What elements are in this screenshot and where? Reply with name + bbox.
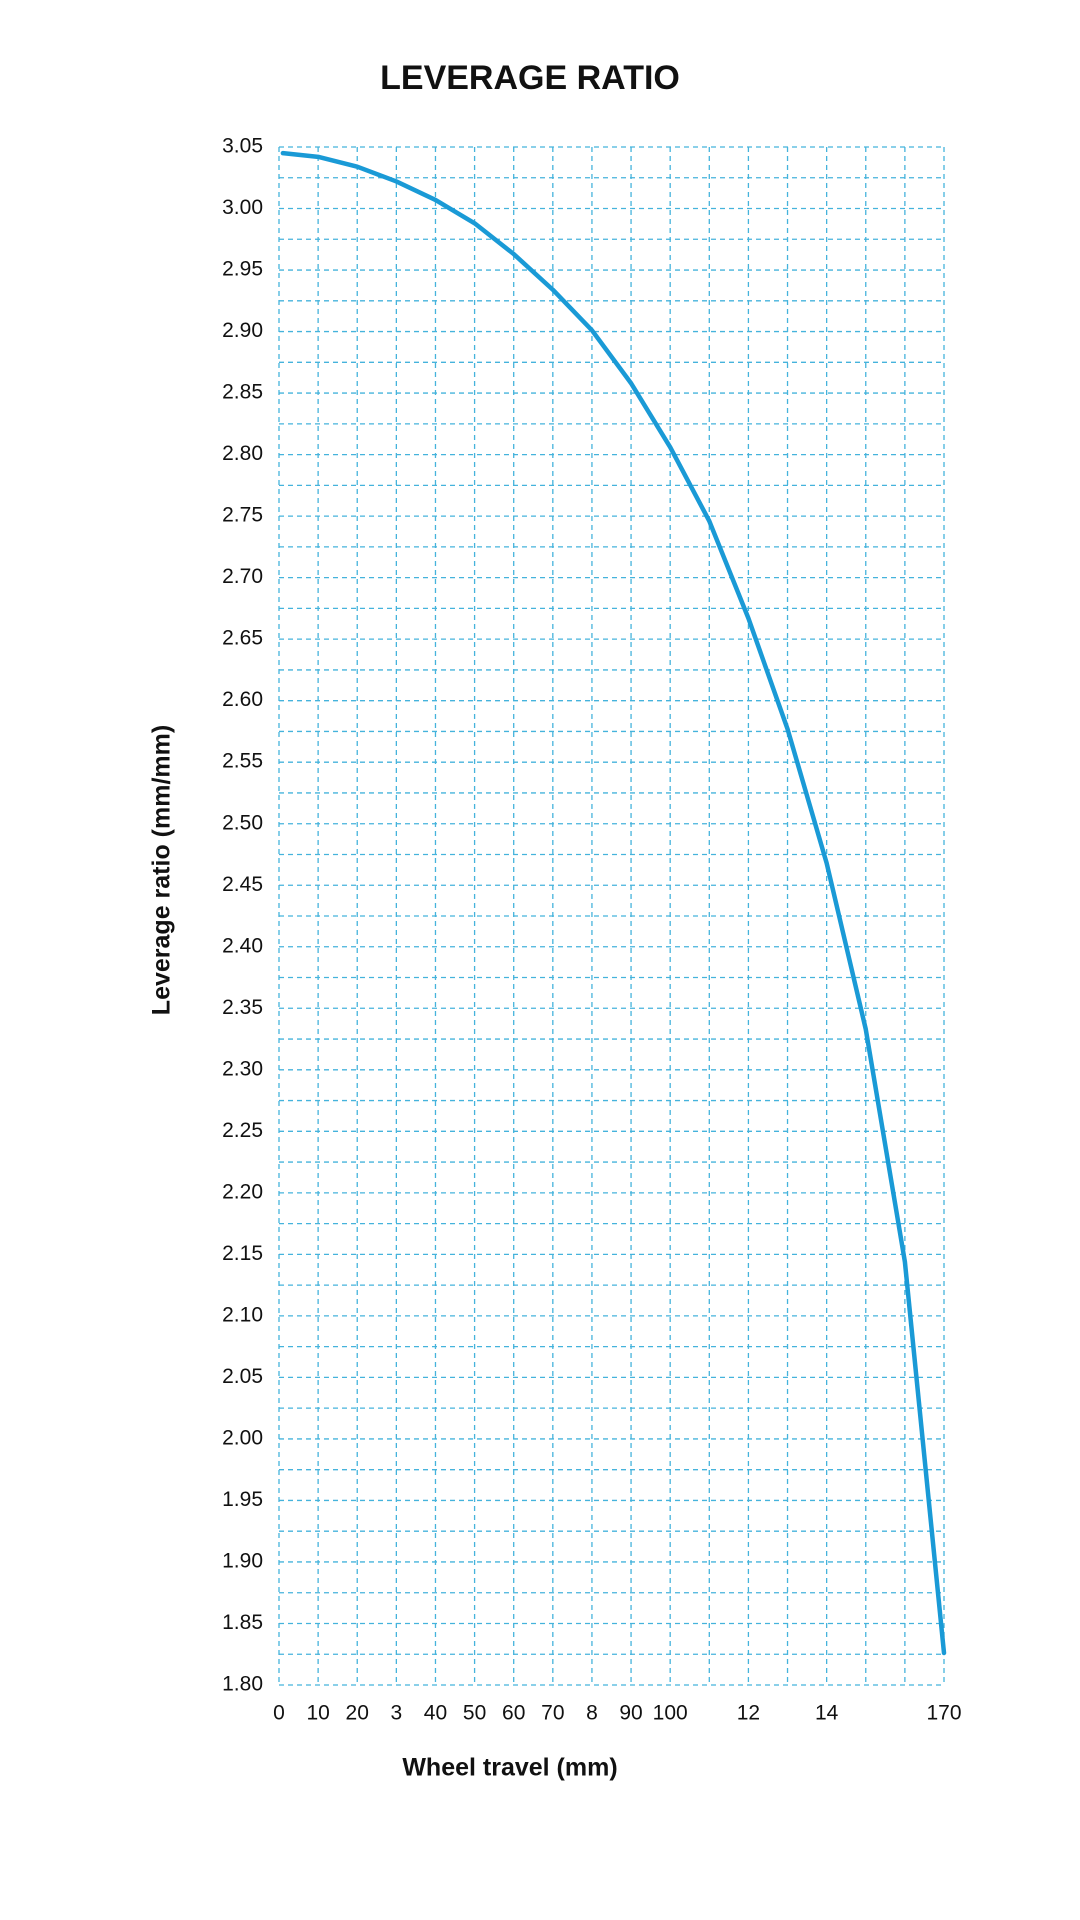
y-tick-label: 2.15 bbox=[222, 1242, 263, 1265]
x-tick-label: 100 bbox=[653, 1702, 688, 1725]
x-tick-label: 12 bbox=[737, 1702, 760, 1725]
y-tick-label: 2.45 bbox=[222, 873, 263, 896]
y-tick-label: 2.10 bbox=[222, 1303, 263, 1326]
y-tick-label: 2.30 bbox=[222, 1057, 263, 1080]
x-tick-label: 90 bbox=[619, 1702, 642, 1725]
y-tick-label: 2.70 bbox=[222, 565, 263, 588]
x-tick-label: 8 bbox=[586, 1702, 598, 1725]
x-tick-label: 20 bbox=[346, 1702, 369, 1725]
y-tick-label: 1.80 bbox=[222, 1673, 263, 1696]
y-tick-label: 2.85 bbox=[222, 381, 263, 404]
x-tick-label: 40 bbox=[424, 1702, 447, 1725]
data-line bbox=[280, 150, 947, 1656]
y-tick-label: 2.50 bbox=[222, 811, 263, 834]
y-tick-label: 2.75 bbox=[222, 504, 263, 527]
y-tick-label: 2.90 bbox=[222, 319, 263, 342]
y-tick-label: 3.00 bbox=[222, 196, 263, 219]
x-tick-label: 70 bbox=[541, 1702, 564, 1725]
y-tick-label: 3.05 bbox=[222, 135, 263, 158]
x-tick-label: 0 bbox=[273, 1702, 285, 1725]
y-tick-label: 2.20 bbox=[222, 1180, 263, 1203]
y-tick-label: 1.95 bbox=[222, 1488, 263, 1511]
x-tick-label: 60 bbox=[502, 1702, 525, 1725]
y-tick-label: 2.60 bbox=[222, 688, 263, 711]
chart-title: LEVERAGE RATIO bbox=[380, 59, 680, 97]
y-tick-label: 2.55 bbox=[222, 750, 263, 773]
x-axis-label: Wheel travel (mm) bbox=[402, 1754, 617, 1782]
x-tick-label: 10 bbox=[306, 1702, 329, 1725]
y-tick-label: 2.40 bbox=[222, 934, 263, 957]
y-tick-label: 1.90 bbox=[222, 1550, 263, 1573]
x-tick-label: 14 bbox=[815, 1702, 839, 1725]
y-tick-label: 2.05 bbox=[222, 1365, 263, 1388]
x-tick-label: 170 bbox=[926, 1702, 961, 1725]
y-tick-label: 2.80 bbox=[222, 442, 263, 465]
y-tick-label: 2.65 bbox=[222, 627, 263, 650]
y-tick-label: 2.00 bbox=[222, 1426, 263, 1449]
y-tick-label: 2.95 bbox=[222, 258, 263, 281]
y-tick-label: 1.85 bbox=[222, 1611, 263, 1634]
y-tick-label: 2.25 bbox=[222, 1119, 263, 1142]
x-tick-label: 50 bbox=[463, 1702, 486, 1725]
y-tick-label: 2.35 bbox=[222, 996, 263, 1019]
x-tick-label: 3 bbox=[391, 1702, 403, 1725]
y-axis-label: Leverage ratio (mm/mm) bbox=[148, 725, 176, 1015]
